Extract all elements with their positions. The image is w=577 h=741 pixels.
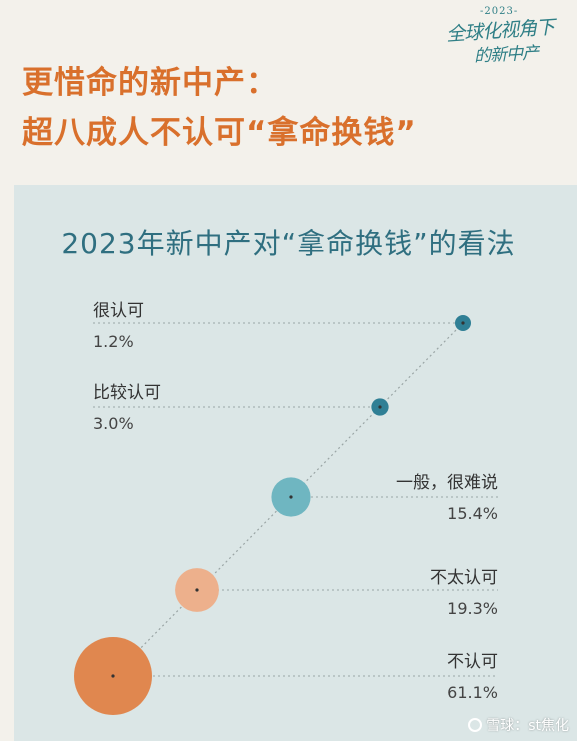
bubble-center-dot [111,674,115,678]
category-label: 不太认可 [430,568,498,588]
value-label: 1.2% [93,332,134,351]
watermark-text: 雪球：st焦化 [486,718,569,734]
headline-line-2: 超八成人不认可“拿命换钱” [22,115,417,151]
value-label: 3.0% [93,414,134,433]
category-label: 比较认可 [93,383,161,403]
value-label: 19.3% [447,599,498,618]
category-label: 不认可 [447,652,498,672]
headline: 更惜命的新中产： 超八成人不认可“拿命换钱” [22,58,417,158]
value-label: 15.4% [447,504,498,523]
bubble-center-dot [289,495,293,499]
bubble-center-dot [378,405,382,409]
category-label: 一般，很难说 [396,473,498,493]
snowball-icon [468,718,483,732]
chart-title: 2023年新中产对“拿命换钱”的看法 [61,227,516,260]
value-label: 61.1% [447,683,498,702]
watermark: 雪球：st焦化 [468,715,569,735]
bubble-center-dot [461,321,465,325]
brand-logo: -2023- 全球化视角下 的新中产 [440,6,572,67]
headline-line-1: 更惜命的新中产： [22,65,278,101]
bubble-center-dot [195,588,199,592]
logo-year: -2023- [480,6,519,17]
category-label: 很认可 [93,301,144,321]
